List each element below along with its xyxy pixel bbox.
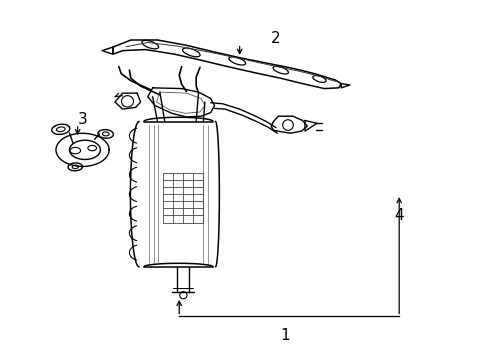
Text: 4: 4 [394, 208, 403, 223]
Text: 2: 2 [270, 31, 280, 46]
Text: 1: 1 [280, 328, 290, 343]
Text: 3: 3 [78, 112, 87, 126]
